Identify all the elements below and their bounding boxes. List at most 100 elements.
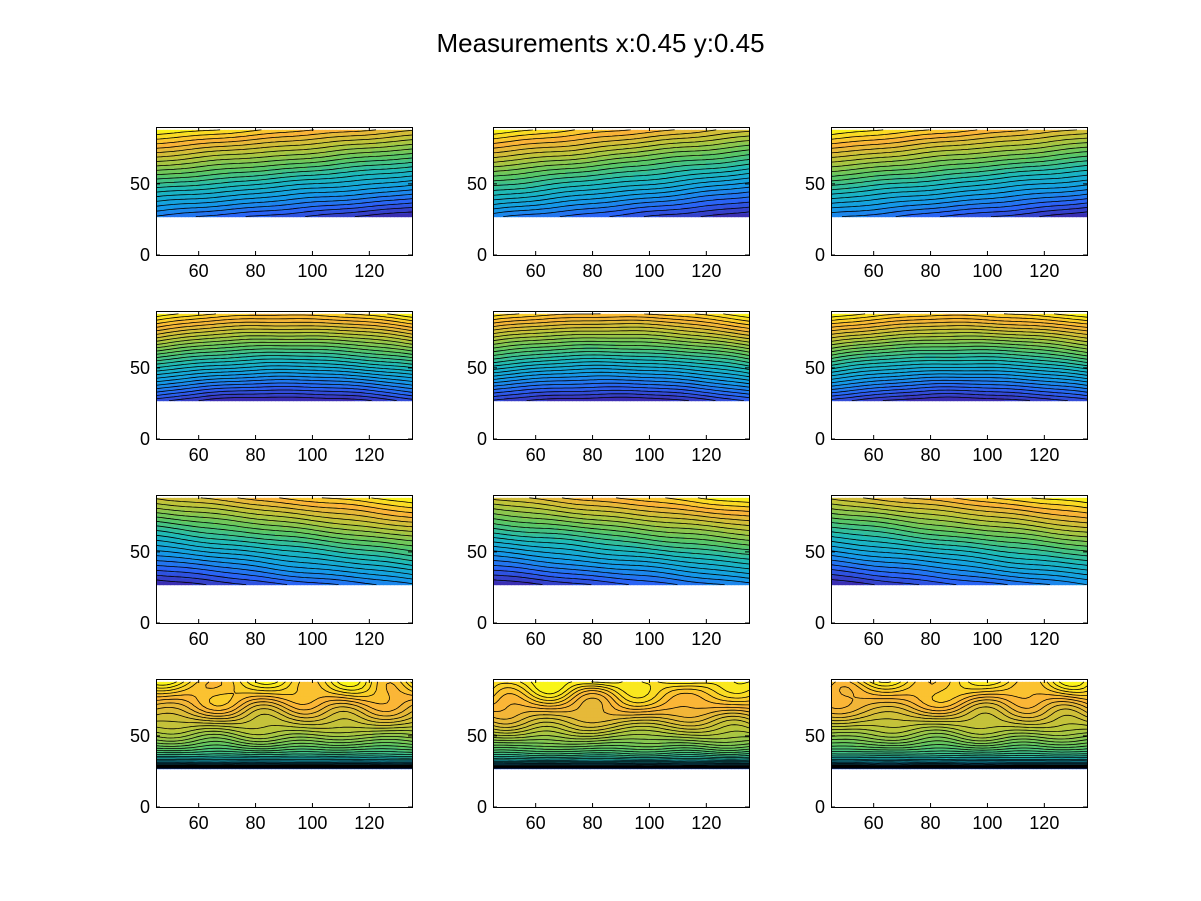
heatmap-cell [347, 159, 352, 164]
heatmap-cell [393, 150, 399, 155]
heatmap-cell [386, 210, 391, 215]
heatmap-cell [311, 144, 316, 149]
heatmap-cell [289, 168, 294, 173]
heatmap-cell [159, 186, 164, 191]
heatmap-cell [278, 207, 283, 212]
heatmap-cell [296, 186, 301, 191]
heatmap-cell [181, 135, 186, 140]
heatmap-cell [220, 156, 226, 161]
heatmap-cell [332, 168, 337, 173]
heatmap-cell [195, 177, 200, 182]
heatmap-cell [383, 204, 388, 209]
heatmap-cell [264, 192, 269, 197]
heatmap-cell [206, 201, 211, 206]
heatmap-cell [336, 132, 341, 137]
heatmap-cell [343, 201, 348, 206]
heatmap-cell [202, 153, 208, 158]
heatmap-cell [404, 198, 409, 203]
heatmap-cell [325, 195, 330, 200]
heatmap-cell [397, 195, 402, 200]
heatmap-cell [386, 186, 391, 191]
heatmap-cell [156, 174, 161, 179]
heatmap-cell [339, 162, 345, 167]
heatmap-cell [282, 186, 287, 191]
heatmap-cell [332, 186, 337, 191]
heatmap-cell [174, 165, 179, 170]
heatmap-cell [408, 198, 413, 203]
heatmap-cell [307, 153, 312, 158]
heatmap-cell [206, 138, 211, 143]
heatmap-cell [289, 195, 294, 200]
heatmap-cell [156, 213, 161, 218]
heatmap-cell [256, 198, 262, 203]
heatmap-cell [217, 156, 222, 161]
heatmap-cell [343, 150, 348, 155]
heatmap-cell [188, 198, 193, 203]
heatmap-cell [159, 177, 164, 182]
heatmap-cell [357, 171, 363, 176]
heatmap-cell [156, 195, 161, 200]
heatmap-cell [343, 171, 348, 176]
heatmap-cell [159, 162, 164, 167]
heatmap-cell [264, 207, 269, 212]
heatmap-cell [496, 213, 501, 218]
heatmap-cell [390, 141, 395, 146]
heatmap-cell [332, 147, 337, 152]
heatmap-cell [336, 174, 341, 179]
heatmap-cell [163, 153, 168, 158]
heatmap-cell [242, 207, 247, 212]
heatmap-cell [329, 177, 334, 182]
heatmap-cell [206, 141, 211, 146]
heatmap-cell [235, 165, 240, 170]
heatmap-cell [318, 171, 323, 176]
heatmap-cell [293, 144, 298, 149]
heatmap-cell [260, 198, 265, 203]
heatmap-cell [163, 168, 168, 173]
heatmap-cell [267, 189, 272, 194]
heatmap-cell [246, 132, 251, 137]
heatmap-cell [554, 213, 559, 218]
heatmap-cell [188, 153, 193, 158]
heatmap-cell [166, 210, 172, 215]
heatmap-cell [253, 168, 258, 173]
heatmap-cell [375, 213, 381, 218]
heatmap-cell [271, 141, 276, 146]
heatmap-cell [393, 162, 399, 167]
heatmap-cell [231, 189, 236, 194]
heatmap-cell [285, 213, 291, 218]
heatmap-cell [217, 186, 222, 191]
heatmap-cell [332, 159, 337, 164]
heatmap-cell [285, 171, 291, 176]
heatmap-cell [379, 141, 384, 146]
heatmap-cell [393, 183, 399, 188]
heatmap-cell [285, 186, 291, 191]
heatmap-cell [357, 147, 363, 152]
heatmap-cell [184, 204, 190, 209]
heatmap-cell [383, 192, 388, 197]
heatmap-cell [278, 150, 283, 155]
heatmap-cell [184, 189, 190, 194]
heatmap-cell [397, 207, 402, 212]
heatmap-cell [163, 207, 168, 212]
heatmap-cell [354, 156, 359, 161]
heatmap-cell [206, 159, 211, 164]
heatmap-cell [256, 144, 262, 149]
heatmap-cell [339, 132, 345, 137]
heatmap-cell [274, 204, 280, 209]
heatmap-cell [383, 156, 388, 161]
heatmap-cell [195, 186, 200, 191]
heatmap-cell [166, 135, 172, 140]
x-tick-label: 120 [354, 261, 384, 281]
heatmap-cell [397, 150, 402, 155]
heatmap-cell [170, 138, 175, 143]
heatmap-cell [365, 192, 370, 197]
heatmap-cell [325, 159, 330, 164]
heatmap-cell [156, 147, 161, 152]
heatmap-cell [285, 150, 291, 155]
heatmap-cell [368, 129, 373, 134]
heatmap-cell [217, 174, 222, 179]
heatmap-cell [318, 153, 323, 158]
heatmap-cell [401, 159, 406, 164]
heatmap-cell [264, 210, 269, 215]
heatmap-cell [163, 201, 168, 206]
